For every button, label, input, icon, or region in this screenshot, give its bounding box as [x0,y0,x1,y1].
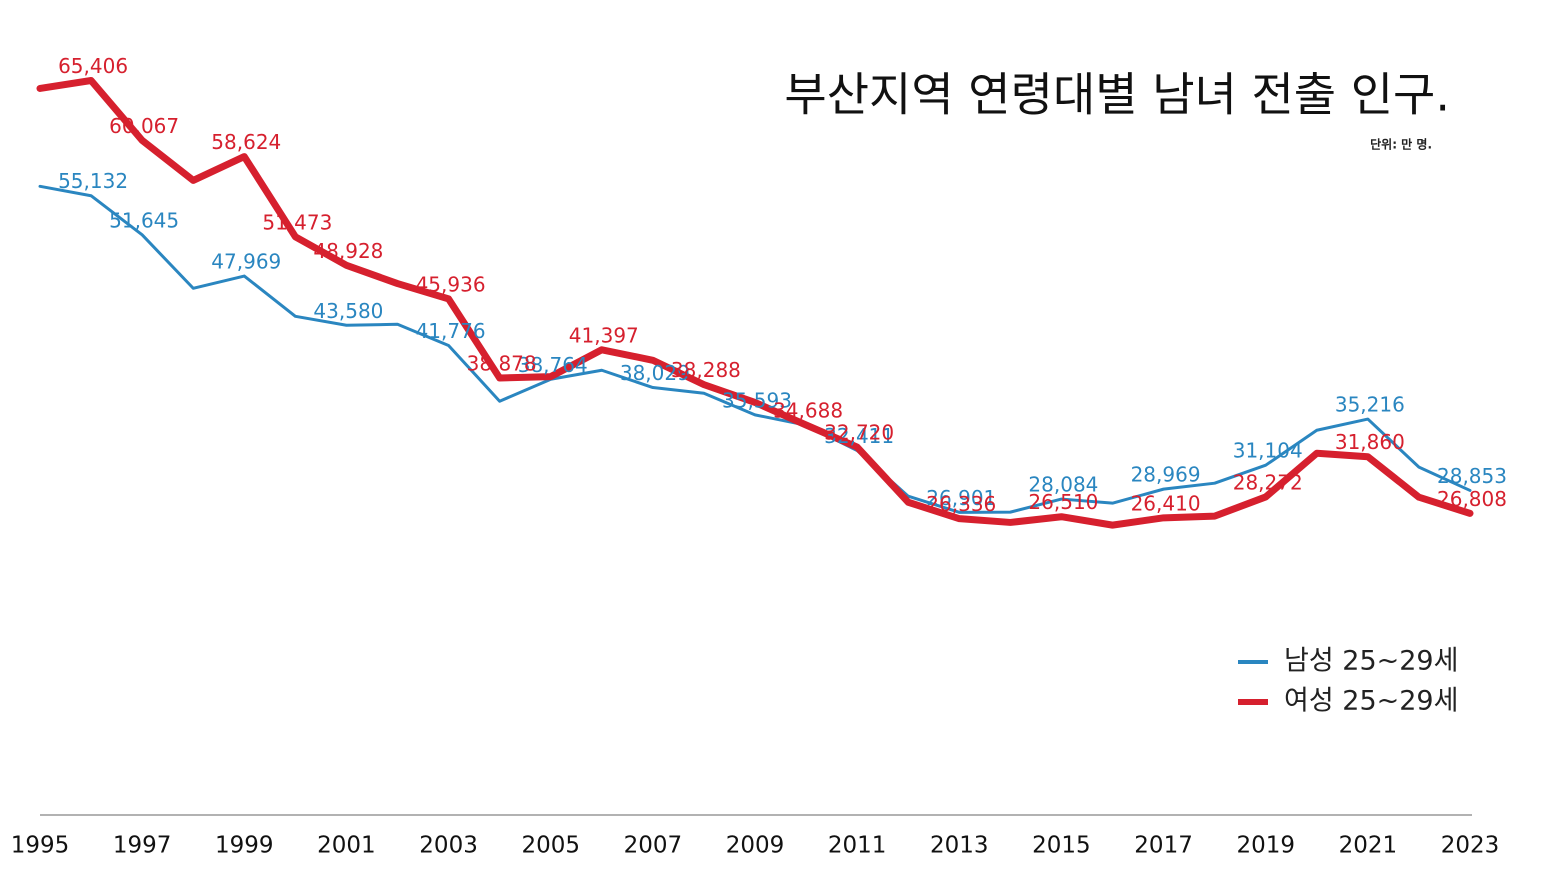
series-line [36,77,1474,529]
data-label: 38,029 [620,361,690,385]
data-label: 58,624 [211,130,281,154]
data-label: 51,645 [109,208,179,232]
data-label: 28,084 [1028,473,1098,497]
data-label: 45,936 [416,272,486,296]
data-label: 38,288 [671,358,741,382]
x-tick-label: 2023 [1441,833,1500,859]
data-label: 31,860 [1335,430,1405,454]
x-tick-label: 1997 [113,833,172,859]
data-label: 47,969 [211,250,281,274]
x-tick-label: 2013 [930,833,989,859]
x-tick-label: 2007 [624,833,683,859]
series-line [38,184,1472,514]
data-label: 48,928 [313,239,383,263]
x-tick-label: 2015 [1032,833,1091,859]
data-label: 28,969 [1131,463,1201,487]
x-tick-label: 2021 [1339,833,1398,859]
data-label: 28,272 [1233,470,1303,494]
x-tick-label: 2009 [726,833,785,859]
data-label: 34,688 [773,398,843,422]
x-tick-label: 2001 [317,833,376,859]
data-label: 55,132 [58,169,128,193]
data-label: 43,580 [313,299,383,323]
data-label: 26,808 [1437,487,1507,511]
data-label: 35,216 [1335,393,1405,417]
x-tick-label: 1995 [11,833,70,859]
x-tick-label: 1999 [215,833,274,859]
data-label: 35,593 [722,388,792,412]
chart-title: 부산지역 연령대별 남녀 전출 인구. [784,68,1450,122]
chart-subtitle: 단위: 만 명. [1370,137,1432,152]
x-tick-label: 2017 [1134,833,1193,859]
legend-label: 남성 25~29세 [1284,646,1458,677]
data-label: 32,411 [824,424,894,448]
x-tick-label: 2011 [828,833,887,859]
data-label: 65,406 [58,54,128,78]
data-label: 38,878 [467,352,537,376]
data-label: 60,067 [109,114,179,138]
data-label: 41,776 [416,319,486,343]
data-label: 26,410 [1131,491,1201,515]
data-label: 38,764 [518,353,588,377]
data-label: 41,397 [569,323,639,347]
data-label: 28,853 [1437,464,1507,488]
data-label: 26,901 [926,486,996,510]
x-tick-label: 2003 [419,833,478,859]
x-tick-label: 2005 [521,833,580,859]
x-tick-label: 2019 [1236,833,1295,859]
data-label: 32,720 [824,421,894,445]
data-label: 31,104 [1233,439,1303,463]
legend-label: 여성 25~29세 [1284,686,1458,717]
data-label: 26,336 [926,492,996,516]
data-label: 26,510 [1028,490,1098,514]
data-label: 51,473 [262,210,332,234]
